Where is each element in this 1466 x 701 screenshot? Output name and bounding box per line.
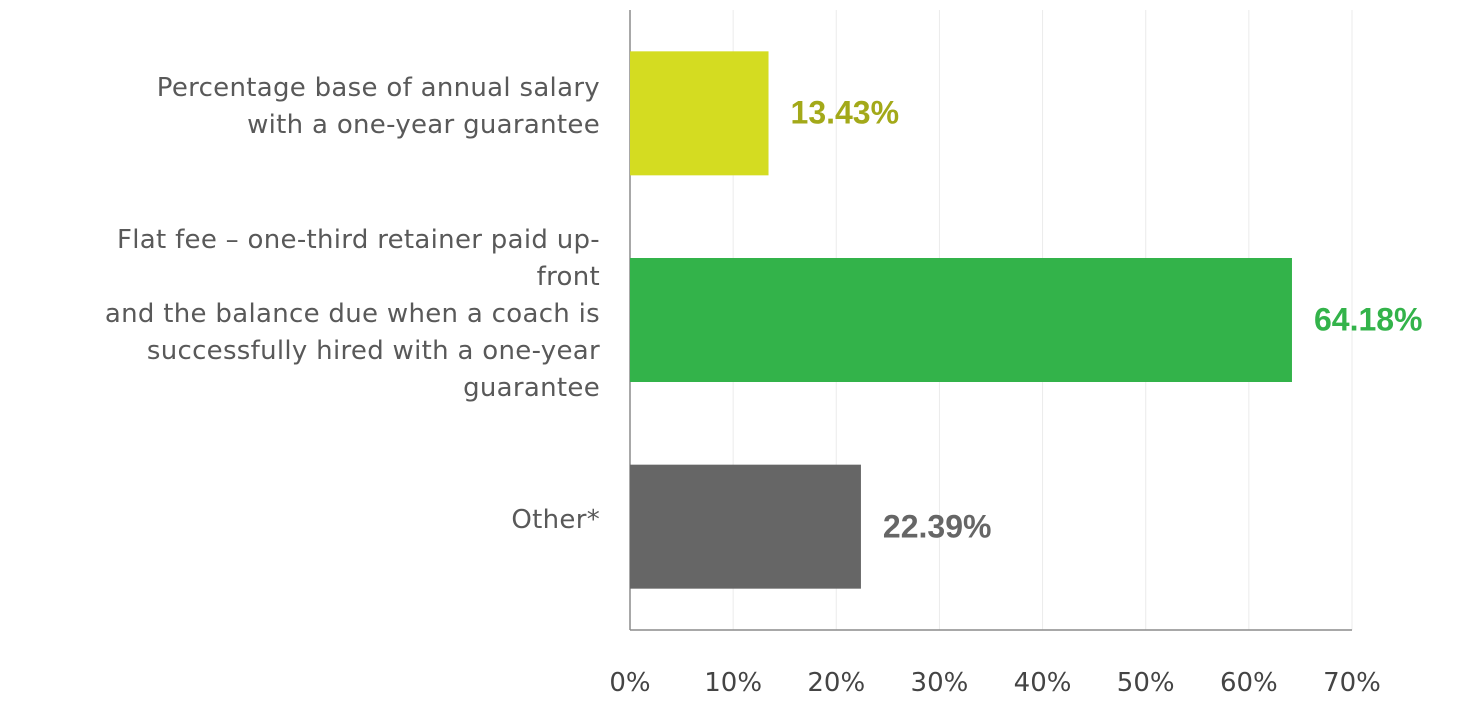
y-tick-label: Flat fee – one-third retainer paid up- f… xyxy=(104,224,600,403)
x-tick-label: 70% xyxy=(1323,668,1381,698)
y-tick-label: Other* xyxy=(511,505,600,536)
y-tick-label: Percentage base of annual salary with a … xyxy=(156,73,600,141)
x-tick-label: 10% xyxy=(704,668,763,698)
bar xyxy=(630,51,769,176)
x-tick-label: 40% xyxy=(1013,668,1072,698)
bar xyxy=(630,464,861,589)
x-tick-label: 60% xyxy=(1219,668,1278,698)
bar xyxy=(630,258,1292,382)
value-label: 13.43% xyxy=(790,94,900,131)
x-tick-label: 0% xyxy=(609,668,651,698)
value-label: 64.18% xyxy=(1313,301,1423,338)
value-label: 22.39% xyxy=(882,508,992,545)
x-tick-label: 50% xyxy=(1116,668,1175,698)
x-tick-label: 20% xyxy=(807,668,866,698)
x-tick-label: 30% xyxy=(910,668,969,698)
